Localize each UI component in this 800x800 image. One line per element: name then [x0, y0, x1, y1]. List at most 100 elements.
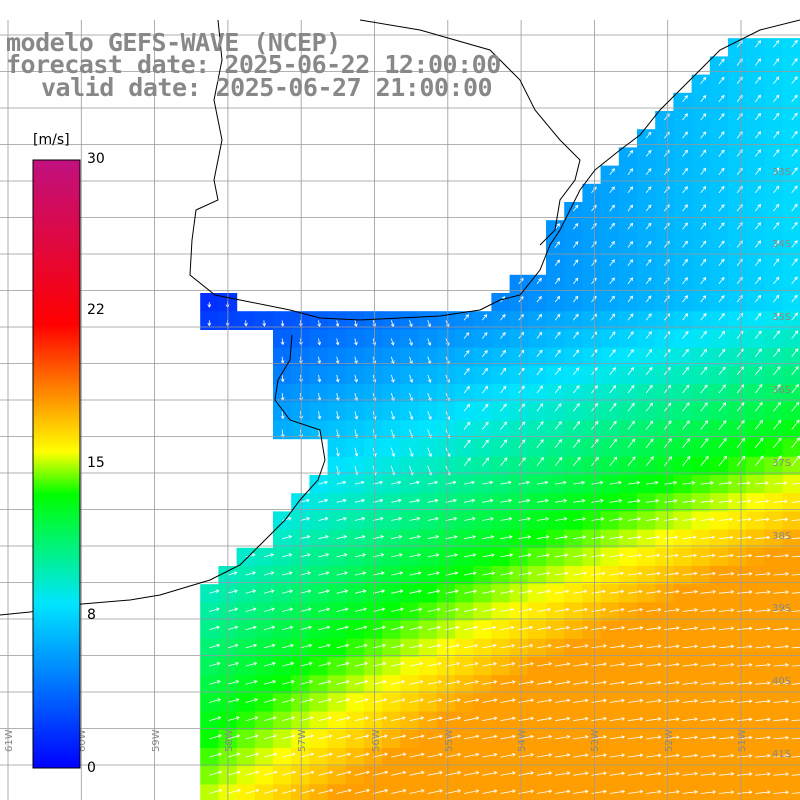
wind-arrow: [791, 258, 798, 266]
wind-arrow: [609, 168, 615, 175]
wind-arrow-head: [306, 498, 310, 503]
wind-arrow: [609, 313, 615, 321]
wind-arrow-head: [270, 553, 275, 557]
wind-arrow-head: [676, 644, 680, 649]
wind-arrow-head: [775, 276, 780, 281]
wind-arrow: [663, 113, 670, 121]
wind-arrow: [373, 662, 386, 667]
wind-arrow: [646, 681, 661, 685]
wind-arrow-head: [473, 607, 478, 612]
wind-speed-cell: [709, 402, 729, 421]
wind-arrow-head: [309, 698, 314, 702]
wind-arrow: [773, 500, 788, 503]
wind-speed-cell: [746, 438, 765, 458]
wind-arrow: [518, 518, 531, 521]
wind-speed-cell: [728, 129, 747, 148]
wind-arrow: [427, 481, 438, 485]
wind-arrow: [391, 662, 405, 667]
wind-arrow: [791, 683, 800, 685]
wind-arrow: [663, 131, 670, 139]
wind-arrow-head: [684, 222, 688, 227]
wind-arrow: [736, 384, 745, 394]
wind-arrow: [445, 717, 461, 722]
wind-arrow-head: [565, 607, 570, 612]
wind-arrow-head: [310, 770, 315, 775]
wind-arrow-head: [218, 734, 222, 738]
wind-arrow-head: [361, 516, 366, 521]
wind-speed-cell: [691, 402, 711, 421]
wind-arrow-head: [584, 625, 589, 630]
wind-speed-cell: [546, 274, 565, 294]
wind-arrow: [281, 356, 284, 364]
wind-arrow-head: [778, 437, 782, 442]
wind-speed-cell: [764, 365, 784, 385]
wind-speed-cell: [473, 311, 492, 330]
wind-arrow: [682, 384, 690, 394]
wind-arrow-head: [746, 481, 751, 485]
wind-arrow-head: [611, 204, 615, 209]
wind-arrow: [700, 331, 707, 339]
wind-arrow: [409, 447, 413, 457]
wind-arrow: [536, 572, 550, 576]
wind-arrow: [773, 737, 789, 740]
wind-arrow: [682, 554, 697, 558]
colorbar-tick-15: 15: [87, 455, 105, 471]
wind-arrow: [791, 402, 800, 412]
wind-arrow: [627, 645, 643, 649]
wind-arrow-head: [647, 295, 652, 300]
wind-arrow-head: [741, 437, 745, 442]
wind-arrow: [773, 204, 780, 212]
wind-arrow-head: [775, 167, 780, 172]
wind-arrow: [573, 772, 588, 776]
wind-arrow: [536, 590, 551, 594]
wind-speed-cell: [618, 220, 638, 239]
wind-arrow: [773, 185, 780, 194]
wind-arrow: [773, 482, 787, 485]
wind-arrow-head: [748, 753, 753, 758]
wind-arrow: [500, 368, 507, 376]
wind-arrow: [646, 518, 659, 521]
wind-arrow-head: [317, 378, 322, 383]
wind-speed-cell: [546, 329, 565, 349]
wind-arrow: [718, 609, 734, 612]
wind-speed-cell: [655, 365, 674, 385]
wind-arrow-head: [364, 680, 369, 684]
wind-arrow: [464, 572, 477, 576]
wind-arrow: [754, 113, 761, 121]
wind-speed-cell: [709, 456, 729, 476]
wind-arrow: [573, 718, 588, 722]
wind-arrow: [572, 367, 580, 376]
wind-arrow-head: [540, 456, 544, 461]
wind-speed-cell: [546, 456, 565, 476]
wind-speed-cell: [600, 183, 620, 203]
wind-arrow-head: [685, 331, 689, 335]
wind-arrow-head: [721, 131, 725, 135]
wind-arrow-head: [621, 607, 625, 612]
wind-arrow: [791, 94, 798, 103]
wind-arrow: [336, 481, 346, 485]
wind-arrow: [464, 608, 477, 612]
wind-arrow-head: [594, 402, 599, 407]
wind-arrow: [755, 518, 770, 521]
wind-arrow: [464, 699, 479, 703]
wind-arrow-head: [657, 735, 662, 740]
wind-arrow-head: [712, 699, 717, 703]
wind-arrow-head: [511, 643, 516, 648]
wind-arrow-head: [391, 397, 395, 402]
wind-arrow: [754, 455, 764, 467]
wind-speed-cell: [764, 56, 784, 76]
wind-arrow: [318, 771, 333, 776]
wind-arrow-head: [521, 367, 525, 372]
wind-arrow: [609, 295, 615, 303]
wind-arrow: [445, 699, 461, 703]
wind-arrow-head: [327, 643, 331, 648]
wind-arrow-head: [631, 420, 635, 425]
wind-arrow-head: [702, 295, 707, 299]
wind-speed-cell: [546, 402, 565, 421]
wind-speed-cell: [637, 329, 656, 349]
wind-arrow: [555, 518, 567, 521]
wind-arrow: [646, 663, 661, 667]
longitude-label: 53W: [590, 729, 601, 752]
wind-arrow: [791, 437, 800, 448]
wind-arrow-head: [739, 167, 743, 172]
